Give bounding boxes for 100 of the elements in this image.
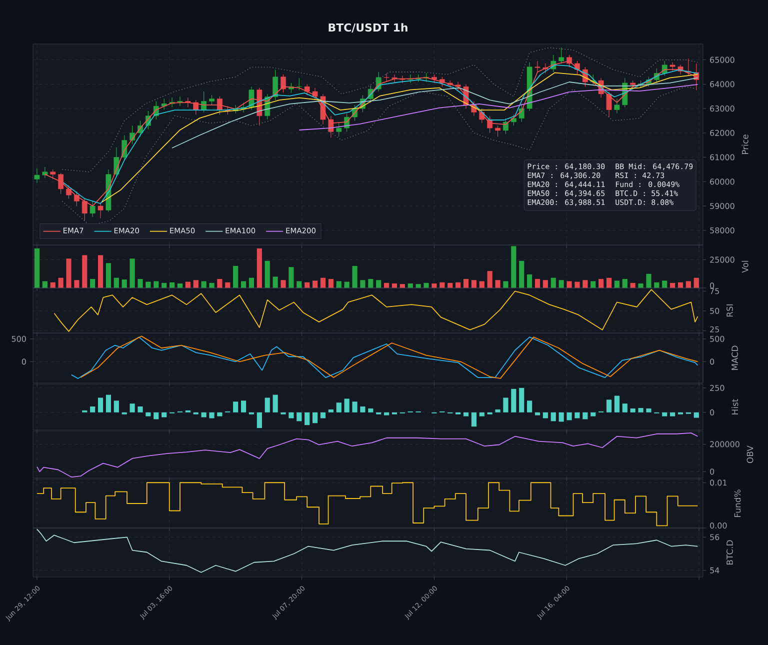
bar	[495, 409, 500, 412]
bar	[527, 274, 532, 288]
candlestick	[98, 202, 104, 218]
bar	[384, 412, 390, 416]
bar	[638, 283, 644, 288]
bar	[574, 412, 580, 418]
bar	[336, 402, 342, 412]
bar	[574, 282, 580, 288]
candlestick	[503, 118, 508, 134]
y2-axis-title: MACD	[732, 346, 738, 370]
bar	[471, 412, 476, 427]
candlestick	[280, 74, 286, 94]
y-axis-title: Hist	[732, 398, 738, 414]
bar	[272, 394, 278, 412]
bar	[534, 278, 540, 288]
bar	[106, 394, 112, 412]
bar	[138, 406, 143, 412]
bar	[312, 280, 318, 288]
bar	[463, 278, 469, 288]
y-axis-title: BTC.D	[726, 540, 733, 564]
bar	[606, 278, 612, 288]
bar	[638, 408, 644, 412]
bar	[646, 408, 652, 412]
bar	[209, 412, 214, 418]
candlestick	[66, 185, 72, 200]
bar	[471, 280, 476, 288]
y-axis-title: Vol	[742, 260, 748, 273]
bar	[360, 406, 366, 412]
bar	[74, 280, 80, 288]
y-axis-title: Fund%	[734, 490, 741, 517]
bar	[686, 281, 691, 288]
bar	[146, 412, 151, 416]
candlestick	[50, 169, 56, 180]
bar	[114, 400, 119, 412]
bar	[130, 258, 135, 288]
candlestick	[42, 166, 48, 178]
bar	[217, 278, 222, 288]
bar	[487, 271, 492, 288]
candlestick	[296, 78, 302, 91]
bar	[590, 412, 596, 416]
candlestick	[217, 96, 222, 115]
bar	[344, 398, 350, 412]
bar	[193, 280, 198, 288]
bar	[542, 412, 548, 418]
bar	[66, 258, 72, 288]
bar	[201, 281, 206, 288]
bar	[424, 282, 429, 288]
candlestick	[34, 168, 40, 184]
bar	[527, 400, 532, 412]
candlestick	[312, 88, 318, 100]
bar	[264, 260, 270, 288]
candlestick	[177, 96, 183, 106]
bar	[256, 412, 262, 428]
bar	[288, 267, 294, 288]
bar	[233, 266, 238, 288]
bar	[534, 412, 540, 416]
bar	[328, 278, 334, 288]
bar	[82, 255, 88, 288]
candlestick	[614, 98, 620, 114]
bar	[622, 404, 628, 412]
candlestick	[495, 125, 500, 137]
bar	[503, 281, 508, 288]
bar	[630, 408, 636, 412]
bar	[368, 278, 374, 288]
bar	[280, 280, 286, 288]
bar	[646, 274, 652, 288]
candlestick	[384, 72, 390, 82]
bar	[566, 412, 572, 420]
bar	[209, 282, 214, 288]
bar	[256, 248, 262, 288]
candlestick	[304, 84, 310, 96]
bar	[360, 280, 366, 288]
bar	[304, 412, 310, 426]
bar	[495, 280, 500, 288]
bar	[622, 278, 628, 288]
candlestick	[336, 122, 342, 137]
bar	[296, 281, 302, 288]
bar	[312, 412, 318, 424]
bar	[582, 280, 588, 288]
candlestick	[58, 172, 64, 194]
bar	[154, 412, 159, 420]
bar	[463, 412, 469, 416]
candlestick	[90, 200, 96, 218]
bar	[479, 281, 484, 288]
bar	[542, 280, 548, 288]
bar	[352, 266, 358, 288]
bar	[58, 278, 64, 288]
bar	[694, 278, 699, 288]
bar	[130, 404, 135, 412]
bar	[519, 260, 524, 288]
bar	[233, 402, 238, 412]
bar	[154, 281, 159, 288]
bar	[614, 280, 620, 288]
bar	[511, 388, 516, 412]
bar	[614, 396, 620, 412]
candlestick	[518, 103, 524, 122]
bar	[98, 255, 104, 288]
bar	[264, 398, 270, 412]
bar	[138, 278, 143, 288]
bar	[550, 278, 556, 288]
